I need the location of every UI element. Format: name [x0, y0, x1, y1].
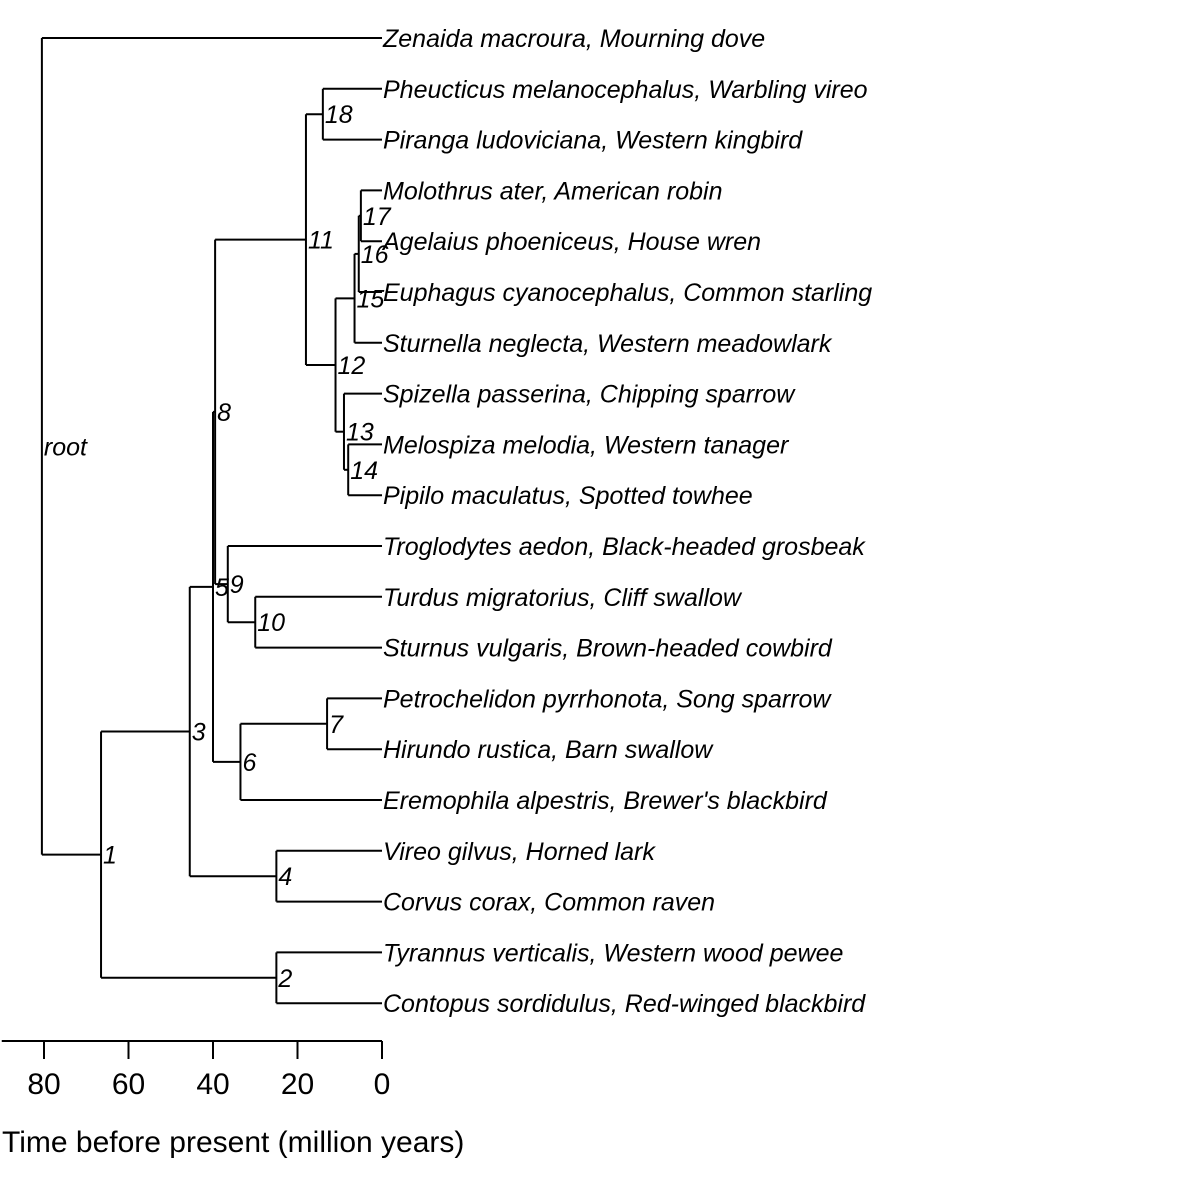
node-label: 4 [278, 863, 292, 891]
node-label: root [44, 433, 88, 461]
tip-label: Petrochelidon pyrrhonota, Song sparrow [383, 685, 832, 713]
node-label: 15 [357, 285, 385, 313]
tip-label: Euphagus cyanocephalus, Common starling [383, 279, 872, 307]
time-axis: 80 60 40 20 0 Time before present (million y… [1, 1040, 464, 1159]
axis-tick-label: 60 [112, 1068, 145, 1101]
axis-ticks: 80 60 40 20 0 [27, 1041, 390, 1101]
axis-tick-label: 80 [27, 1068, 60, 1101]
node-label: 2 [277, 965, 292, 993]
axis-title: Time before present (million years) [2, 1126, 464, 1159]
node-label: 17 [363, 203, 392, 231]
tip-label: Hirundo rustica, Barn swallow [383, 736, 714, 764]
tip-label: Corvus corax, Common raven [383, 889, 715, 917]
node-label: 8 [217, 399, 231, 427]
node-label: 3 [192, 719, 206, 747]
tip-label: Troglodytes aedon, Black-headed grosbeak [383, 533, 866, 561]
tip-label: Tyrannus verticalis, Western wood pewee [383, 939, 843, 967]
tip-label: Vireo gilvus, Horned lark [383, 838, 656, 866]
node-label: 1 [103, 842, 117, 870]
node-label: 5 [215, 574, 229, 602]
node-label: 6 [242, 749, 256, 777]
node-label: 9 [230, 571, 244, 599]
node-label: 13 [346, 419, 374, 447]
axis-tick-label: 40 [196, 1068, 229, 1101]
tip-label: Spizella passerina, Chipping sparrow [383, 381, 796, 409]
tip-label: Melospiza melodia, Western tanager [383, 431, 790, 459]
tree-branches [40, 37, 382, 1005]
node-label: 7 [329, 711, 344, 739]
tip-label: Agelaius phoeniceus, House wren [381, 228, 761, 256]
tip-label: Zenaida macroura, Mourning dove [382, 25, 765, 53]
tip-label: Sturnus vulgaris, Brown-headed cowbird [383, 635, 833, 663]
tip-label: Pheucticus melanocephalus, Warbling vire… [383, 76, 868, 104]
node-label: 18 [325, 101, 353, 129]
axis-tick-label: 20 [281, 1068, 314, 1101]
tip-label: Eremophila alpestris, Brewer's blackbird [383, 787, 828, 815]
node-label: 10 [257, 609, 285, 637]
node-label: 12 [338, 352, 366, 380]
axis-tick-label: 0 [374, 1068, 391, 1101]
tip-label: Molothrus ater, American robin [383, 177, 723, 205]
tip-label: Sturnella neglecta, Western meadowlark [383, 330, 833, 358]
node-label: 11 [308, 227, 334, 255]
node-label: 14 [350, 457, 378, 485]
tip-label: Pipilo maculatus, Spotted towhee [383, 482, 753, 510]
tip-labels: Zenaida macroura, Mourning dove Pheucticu… [381, 25, 872, 1018]
tip-label: Contopus sordidulus, Red-winged blackbir… [383, 990, 866, 1018]
node-label: 16 [361, 241, 389, 269]
tip-label: Piranga ludoviciana, Western kingbird [383, 127, 803, 155]
tip-label: Turdus migratorius, Cliff swallow [383, 584, 743, 612]
